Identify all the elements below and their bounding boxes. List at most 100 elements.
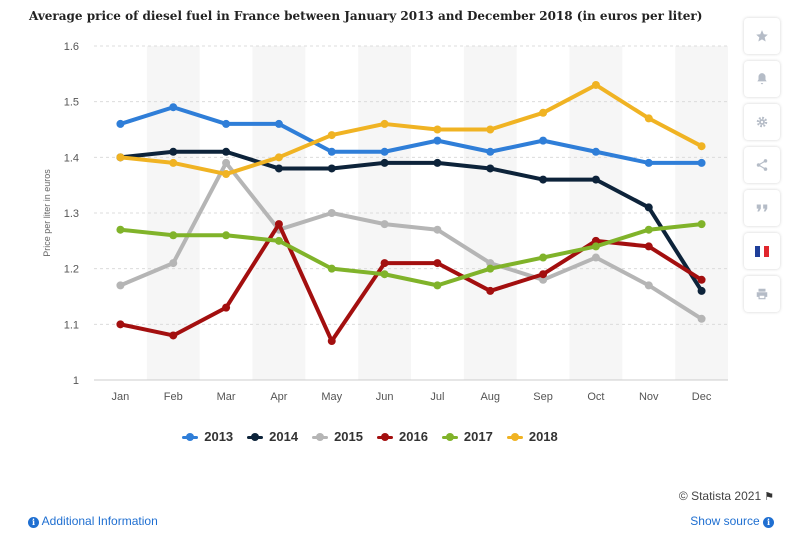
legend-label: 2013 [204,429,234,444]
data-point[interactable] [169,147,178,156]
data-point[interactable] [169,103,178,112]
data-point[interactable] [169,231,178,240]
data-point[interactable] [274,164,283,173]
additional-information-label: Additional Information [41,514,158,528]
x-tick-label: Feb [164,391,183,403]
data-point[interactable] [697,286,706,295]
data-point[interactable] [116,281,125,290]
data-point[interactable] [274,119,283,128]
favorite-button[interactable] [744,18,780,54]
data-point[interactable] [591,80,600,89]
data-point[interactable] [591,242,600,251]
data-point[interactable] [644,158,653,167]
data-point[interactable] [433,136,442,145]
data-point[interactable] [380,259,389,268]
data-point[interactable] [644,114,653,123]
data-point[interactable] [591,147,600,156]
data-point[interactable] [644,203,653,212]
legend: 2013 2014 2015 2016 2017 2018 [0,429,740,444]
legend-item-2013[interactable]: 2013 [182,429,233,444]
data-point[interactable] [644,281,653,290]
data-point[interactable] [116,225,125,234]
show-source-link[interactable]: Show source i [690,514,774,528]
data-point[interactable] [327,209,336,217]
data-point[interactable] [697,142,706,151]
data-point[interactable] [222,231,231,240]
data-point[interactable] [169,259,178,268]
data-point[interactable] [486,164,495,173]
line-chart: 1 1.1 1.2 1.3 1.4 1.5 1.6 Jan Feb Mar Apr May Jun Ju… [42,41,728,403]
data-point[interactable] [222,170,231,179]
data-point[interactable] [380,220,389,229]
data-point[interactable] [697,275,706,284]
legend-item-2014[interactable]: 2014 [247,429,298,444]
data-point[interactable] [222,158,231,167]
gear-icon [756,116,768,128]
series-line [118,149,704,293]
data-point[interactable] [222,147,231,156]
data-point[interactable] [697,220,706,229]
data-point[interactable] [116,119,125,128]
data-point[interactable] [539,136,548,145]
data-point[interactable] [169,331,178,340]
data-point[interactable] [486,259,495,268]
data-point[interactable] [274,153,283,162]
data-point[interactable] [591,236,600,245]
data-point[interactable] [380,119,389,128]
data-point[interactable] [539,175,548,184]
data-point[interactable] [274,220,283,229]
legend-swatch [377,431,393,443]
data-point[interactable] [327,131,336,140]
data-point[interactable] [433,225,442,234]
legend-item-2018[interactable]: 2018 [506,429,558,444]
data-point[interactable] [486,264,495,273]
column-band [252,46,306,380]
print-button[interactable] [744,276,780,312]
legend-item-2016[interactable]: 2016 [377,429,428,444]
data-point[interactable] [539,275,548,284]
data-point[interactable] [222,303,231,312]
data-point[interactable] [591,253,600,262]
data-point[interactable] [327,264,336,273]
data-point[interactable] [697,158,706,167]
data-point[interactable] [380,158,389,167]
data-point[interactable] [486,125,495,134]
data-point[interactable] [327,337,336,346]
data-point[interactable] [433,158,442,167]
data-point[interactable] [380,147,389,156]
cite-button[interactable] [744,190,780,226]
data-point[interactable] [327,147,336,156]
data-point[interactable] [539,108,548,117]
data-point[interactable] [591,175,600,184]
additional-information-link[interactable]: i Additional Information [28,514,158,528]
settings-button[interactable] [744,104,780,140]
legend-item-2015[interactable]: 2015 [312,429,363,444]
share-button[interactable] [744,147,780,183]
legend-swatch [506,431,523,443]
data-point[interactable] [169,158,178,167]
data-point[interactable] [433,125,442,134]
legend-item-2017[interactable]: 2017 [441,429,493,444]
data-point[interactable] [433,259,442,268]
data-point[interactable] [116,153,125,162]
data-point[interactable] [327,164,336,173]
data-point[interactable] [380,270,389,279]
x-tick-label: Nov [639,391,659,403]
data-point[interactable] [222,119,231,128]
data-point[interactable] [644,242,653,251]
data-point[interactable] [539,270,548,279]
data-point[interactable] [697,314,706,323]
data-point[interactable] [644,225,653,234]
data-point[interactable] [116,320,125,329]
data-point[interactable] [486,147,495,156]
notification-button[interactable] [744,61,780,97]
data-point[interactable] [539,253,548,262]
data-point[interactable] [274,236,283,245]
data-point[interactable] [486,286,495,295]
language-button[interactable] [744,233,780,269]
data-point[interactable] [433,281,442,290]
x-tick-label: May [321,391,342,403]
series-line [118,82,704,177]
column-band [569,46,623,380]
legend-swatch [182,431,199,443]
